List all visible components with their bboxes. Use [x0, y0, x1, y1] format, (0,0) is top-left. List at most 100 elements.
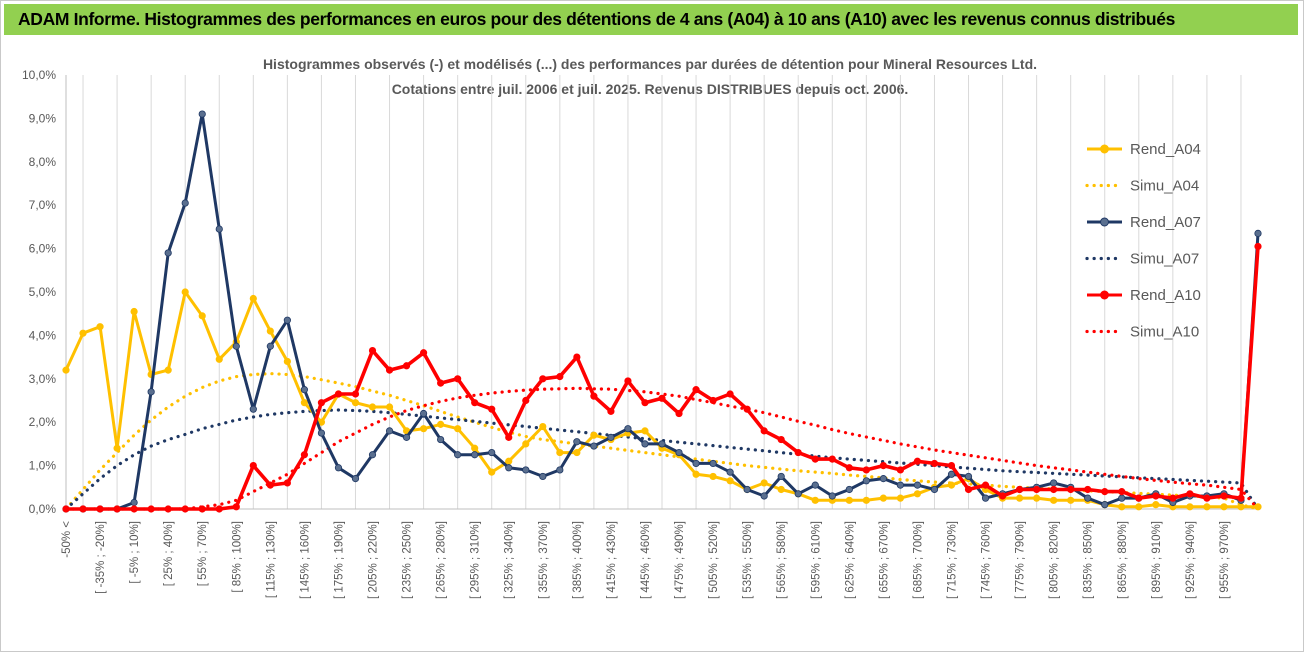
data-point	[437, 435, 445, 444]
data-point	[402, 433, 411, 441]
data-point	[198, 110, 206, 118]
data-point	[454, 375, 462, 383]
data-point	[113, 505, 121, 513]
data-point	[1101, 488, 1109, 496]
x-tick-label: [ 55% ; 70%]	[197, 521, 209, 586]
data-point	[454, 425, 462, 433]
data-point	[522, 440, 530, 448]
series-layer	[62, 110, 1262, 513]
x-tick-label: [ 295% ; 310%]	[470, 521, 482, 599]
data-point	[1067, 496, 1075, 504]
data-point	[777, 472, 785, 481]
data-point	[828, 455, 836, 463]
y-tick-label: 2,0%	[29, 415, 57, 429]
data-point	[385, 427, 394, 435]
data-point	[879, 494, 887, 502]
data-point	[368, 346, 377, 355]
data-point	[692, 470, 700, 478]
data-point	[556, 448, 564, 457]
data-point	[215, 225, 223, 233]
data-point	[726, 390, 734, 398]
x-tick-label: [ 805% ; 820%]	[1049, 521, 1061, 599]
data-point	[624, 377, 632, 385]
data-point	[1084, 485, 1092, 494]
data-point	[488, 405, 496, 413]
data-point	[198, 312, 206, 320]
x-tick-label: [ 415% ; 430%]	[606, 521, 618, 599]
data-point	[641, 427, 649, 435]
data-point	[130, 498, 138, 507]
y-tick-label: 8,0%	[29, 155, 57, 169]
data-point	[113, 444, 121, 452]
data-point	[96, 323, 104, 331]
data-point	[215, 505, 223, 513]
data-point	[913, 490, 922, 498]
y-tick-label: 5,0%	[29, 285, 57, 299]
x-tick-label: [ 205% ; 220%]	[368, 521, 380, 599]
data-point	[283, 357, 291, 366]
legend-label: Simu_A10	[1130, 324, 1199, 341]
data-point	[334, 390, 343, 398]
data-point	[590, 442, 598, 450]
data-point	[385, 403, 394, 411]
x-tick-label: [ 145% ; 160%]	[299, 521, 311, 599]
x-tick-label: [ 85% ; 100%]	[231, 521, 243, 593]
data-point	[692, 386, 700, 394]
x-tick-label: [ 235% ; 250%]	[402, 521, 414, 599]
data-point	[998, 492, 1007, 500]
y-tick-label: 3,0%	[29, 372, 57, 386]
data-point	[488, 468, 496, 476]
data-point	[590, 392, 598, 400]
data-point	[232, 342, 240, 350]
data-point	[283, 479, 291, 487]
data-point	[249, 294, 257, 303]
data-point	[1237, 503, 1245, 511]
data-point	[811, 496, 819, 504]
data-point	[896, 494, 905, 502]
data-point	[981, 481, 990, 489]
data-point	[1152, 492, 1160, 500]
data-point	[624, 425, 632, 433]
data-point	[539, 472, 547, 481]
data-point	[471, 451, 479, 459]
data-point	[385, 366, 394, 374]
data-point	[930, 485, 939, 494]
data-point	[215, 355, 223, 363]
data-point	[522, 396, 530, 405]
data-point	[1220, 492, 1228, 500]
data-point	[505, 464, 513, 472]
legend-marker	[1100, 290, 1109, 300]
data-point	[573, 438, 581, 446]
x-tick-label: [ 595% ; 610%]	[810, 521, 822, 599]
data-point	[658, 394, 666, 402]
x-tick-label: [ 685% ; 700%]	[912, 521, 924, 599]
y-tick-label: 9,0%	[29, 111, 57, 125]
x-tick-label: [ 925% ; 940%]	[1185, 521, 1197, 599]
x-tick-label: [ 355% ; 370%]	[538, 521, 550, 599]
data-point	[266, 481, 274, 489]
data-point	[743, 485, 751, 494]
data-point	[266, 342, 274, 350]
data-point	[1186, 490, 1194, 498]
data-point	[454, 451, 462, 459]
y-tick-label: 7,0%	[29, 198, 57, 212]
data-point	[1254, 242, 1262, 251]
data-point	[760, 492, 768, 500]
data-point	[96, 505, 104, 513]
data-point	[249, 461, 257, 470]
data-point	[181, 288, 189, 296]
x-tick-label: [ 625% ; 640%]	[844, 521, 856, 599]
data-point	[1118, 503, 1126, 511]
data-point	[79, 505, 87, 513]
x-tick-label: [ 895% ; 910%]	[1151, 521, 1163, 599]
data-point	[505, 457, 513, 465]
report-banner: ADAM Informe. Histogrammes des performan…	[4, 4, 1298, 35]
data-point	[573, 353, 581, 361]
data-point	[573, 448, 581, 457]
data-point	[232, 503, 240, 511]
data-point	[1118, 494, 1126, 502]
x-tick-label: [ 745% ; 760%]	[981, 521, 993, 599]
data-point	[1186, 503, 1194, 511]
